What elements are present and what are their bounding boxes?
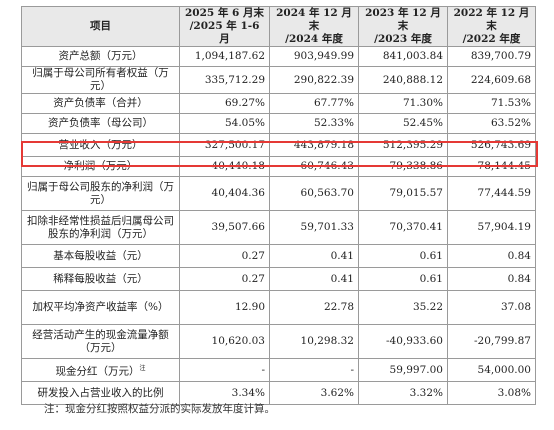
- table-row: 归属于母公司股东的净利润（万元） 40,404.36 60,563.70 79,…: [21, 176, 536, 211]
- cell-value: 240,888.12: [358, 66, 448, 94]
- row-label: 基本每股收益（元）: [21, 244, 180, 268]
- cell-value: 0.27: [179, 244, 270, 268]
- row-label: 营业收入（万元）: [21, 133, 180, 157]
- row-label: 资产负债率（母公司）: [21, 113, 180, 134]
- cell-value: 57,904.19: [447, 210, 536, 245]
- table-row: 净利润（万元） 40,440.18 60,746.43 79,338.86 78…: [21, 156, 536, 177]
- cell-value: 10,298.32: [269, 324, 359, 359]
- footnote: 注：现金分红按照权益分派的实际发放年度计算。: [44, 403, 275, 415]
- table-row: 资产负债率（母公司） 54.05% 52.33% 52.45% 63.52%: [21, 113, 536, 134]
- cell-value: 0.41: [269, 267, 359, 291]
- cell-value: 70,370.41: [358, 210, 448, 245]
- cell-value: 69.27%: [179, 93, 270, 114]
- cell-value: 841,003.84: [358, 46, 448, 67]
- cell-value: 79,338.86: [358, 156, 448, 177]
- table-row: 研发投入占营业收入的比例 3.34% 3.62% 3.32% 3.08%: [21, 381, 536, 405]
- row-label: 加权平均净资产收益率（%）: [21, 290, 180, 325]
- cell-value: 443,879.18: [269, 133, 359, 157]
- row-label: 扣除非经常性损益后归属母公司股东的净利润（万元）: [21, 210, 180, 245]
- row-label: 归属于母公司股东的净利润（万元）: [21, 176, 180, 211]
- cell-value: 77,444.59: [447, 176, 536, 211]
- table-row: 现金分红（万元）注 - - 59,997.00 54,000.00: [21, 358, 536, 382]
- cell-value: 10,620.03: [179, 324, 270, 359]
- cell-value: 37.08: [447, 290, 536, 325]
- cell-value: 0.41: [269, 244, 359, 268]
- row-label: 净利润（万元）: [21, 156, 180, 177]
- cell-value: 71.53%: [447, 93, 536, 114]
- cell-value: 52.45%: [358, 113, 448, 134]
- header-item: 项目: [21, 6, 180, 47]
- header-2022: 2022 年 12 月末/2022 年度: [447, 6, 536, 47]
- table-header-row: 项目 2025 年 6 月末/2025 年 1-6 月 2024 年 12 月末…: [21, 6, 536, 47]
- cell-value: 78,144.45: [447, 156, 536, 177]
- cell-value: 67.77%: [269, 93, 359, 114]
- cell-value: 526,743.69: [447, 133, 536, 157]
- table-row-revenue: 营业收入（万元） 327,500.17 443,879.18 512,395.2…: [21, 133, 536, 157]
- cell-value: -20,799.87: [447, 324, 536, 359]
- footnote-marker: 注: [139, 364, 146, 372]
- cell-value: 12.90: [179, 290, 270, 325]
- cell-value: 79,015.57: [358, 176, 448, 211]
- header-2024: 2024 年 12 月末/2024 年度: [269, 6, 359, 47]
- row-label: 研发投入占营业收入的比例: [21, 381, 180, 405]
- cell-value: 3.62%: [269, 381, 359, 405]
- cell-value: -: [269, 358, 359, 382]
- cell-value: 290,822.39: [269, 66, 359, 94]
- financial-table-container: 项目 2025 年 6 月末/2025 年 1-6 月 2024 年 12 月末…: [21, 6, 536, 405]
- cell-value: 71.30%: [358, 93, 448, 114]
- table-row: 归属于母公司所有者权益（万元） 335,712.29 290,822.39 24…: [21, 66, 536, 94]
- cell-value: 0.84: [447, 244, 536, 268]
- cell-value: 35.22: [358, 290, 448, 325]
- cell-value: 40,404.36: [179, 176, 270, 211]
- cell-value: 60,746.43: [269, 156, 359, 177]
- row-label: 现金分红（万元）注: [21, 358, 180, 382]
- cell-value: 52.33%: [269, 113, 359, 134]
- cell-value: 1,094,187.62: [179, 46, 270, 67]
- row-label: 归属于母公司所有者权益（万元）: [21, 66, 180, 94]
- table-row: 资产负债率（合并） 69.27% 67.77% 71.30% 71.53%: [21, 93, 536, 114]
- cell-value: -: [179, 358, 270, 382]
- cell-value: 3.08%: [447, 381, 536, 405]
- row-label: 经营活动产生的现金流量净额（万元）: [21, 324, 180, 359]
- cell-value: 903,949.99: [269, 46, 359, 67]
- row-label: 资产负债率（合并）: [21, 93, 180, 114]
- cell-value: 512,395.29: [358, 133, 448, 157]
- cell-value: -40,933.60: [358, 324, 448, 359]
- table-row: 资产总额（万元） 1,094,187.62 903,949.99 841,003…: [21, 46, 536, 67]
- cell-value: 839,700.79: [447, 46, 536, 67]
- cell-value: 59,701.33: [269, 210, 359, 245]
- cell-value: 39,507.66: [179, 210, 270, 245]
- cell-value: 54,000.00: [447, 358, 536, 382]
- row-label: 资产总额（万元）: [21, 46, 180, 67]
- table-row: 扣除非经常性损益后归属母公司股东的净利润（万元） 39,507.66 59,70…: [21, 210, 536, 245]
- cell-value: 0.84: [447, 267, 536, 291]
- cell-value: 0.61: [358, 244, 448, 268]
- cell-value: 335,712.29: [179, 66, 270, 94]
- cell-value: 0.61: [358, 267, 448, 291]
- cell-value: 63.52%: [447, 113, 536, 134]
- cell-value: 40,440.18: [179, 156, 270, 177]
- cell-value: 60,563.70: [269, 176, 359, 211]
- table-row: 基本每股收益（元） 0.27 0.41 0.61 0.84: [21, 244, 536, 268]
- cell-value: 3.32%: [358, 381, 448, 405]
- cell-value: 3.34%: [179, 381, 270, 405]
- table-row: 经营活动产生的现金流量净额（万元） 10,620.03 10,298.32 -4…: [21, 324, 536, 359]
- cell-value: 59,997.00: [358, 358, 448, 382]
- cell-value: 22.78: [269, 290, 359, 325]
- cell-value: 0.27: [179, 267, 270, 291]
- table-row: 稀释每股收益（元） 0.27 0.41 0.61 0.84: [21, 267, 536, 291]
- cell-value: 224,609.68: [447, 66, 536, 94]
- row-label: 稀释每股收益（元）: [21, 267, 180, 291]
- header-2023: 2023 年 12 月末/2023 年度: [358, 6, 448, 47]
- cell-value: 327,500.17: [179, 133, 270, 157]
- cell-value: 54.05%: [179, 113, 270, 134]
- table-row: 加权平均净资产收益率（%） 12.90 22.78 35.22 37.08: [21, 290, 536, 325]
- header-2025h1: 2025 年 6 月末/2025 年 1-6 月: [179, 6, 270, 47]
- financial-table: 项目 2025 年 6 月末/2025 年 1-6 月 2024 年 12 月末…: [21, 6, 536, 405]
